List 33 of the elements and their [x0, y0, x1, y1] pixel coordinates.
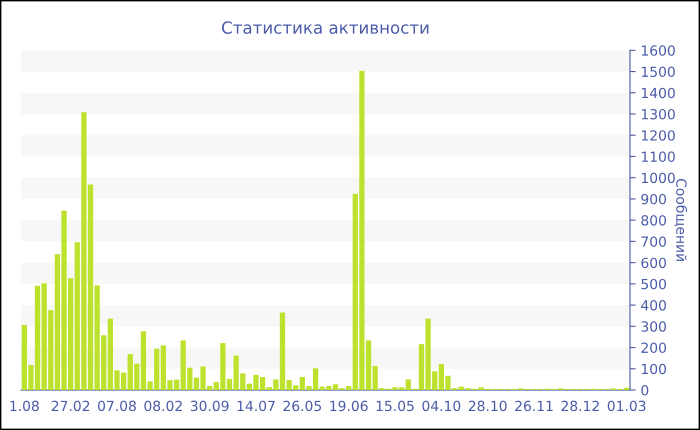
x-tick-label: 01.03: [608, 400, 646, 412]
y-tick-label: 1000: [642, 172, 675, 184]
y-tick-label: 300: [641, 321, 666, 332]
x-tick-label: 26.05: [283, 400, 321, 412]
y-tick-label: 1300: [642, 108, 675, 120]
x-tick-label: 1.08: [10, 400, 39, 412]
x-tick-label: 08.02: [144, 400, 182, 412]
y-tick-label: 500: [641, 278, 666, 290]
x-tick-label: 15.05: [376, 400, 414, 412]
x-tick-label: 26.11: [515, 400, 553, 412]
y-tick-label: 700: [642, 236, 666, 247]
y-tick-label: 1200: [642, 130, 675, 141]
y-tick-label: 1400: [642, 88, 675, 98]
y-tick-label: 1600: [642, 45, 675, 56]
chart-title: Статистика активности: [222, 21, 428, 34]
x-tick-label: 04.10: [422, 400, 460, 412]
y-axis-title: Сообщений: [674, 178, 688, 261]
x-tick-label: 19.06: [330, 400, 368, 412]
y-tick-label: 1100: [642, 151, 675, 162]
y-tick-label: 200: [641, 342, 666, 354]
y-tick-label: 0: [641, 384, 648, 396]
x-tick-label: 28.10: [468, 400, 507, 412]
y-tick-label: 600: [641, 258, 666, 268]
y-tick-label: 100: [642, 364, 666, 374]
y-tick-label: 1500: [642, 66, 675, 78]
x-tick-label: 07.08: [98, 400, 136, 412]
x-tick-label: 27.02: [52, 400, 90, 412]
x-tick-label: 30.09: [190, 400, 229, 412]
y-tick-label: 900: [641, 194, 666, 204]
y-tick-label: 800: [641, 215, 666, 226]
x-tick-label: 28.12: [561, 400, 599, 412]
x-tick-label: 14.07: [238, 400, 275, 412]
y-tick-label: 400: [641, 300, 666, 311]
